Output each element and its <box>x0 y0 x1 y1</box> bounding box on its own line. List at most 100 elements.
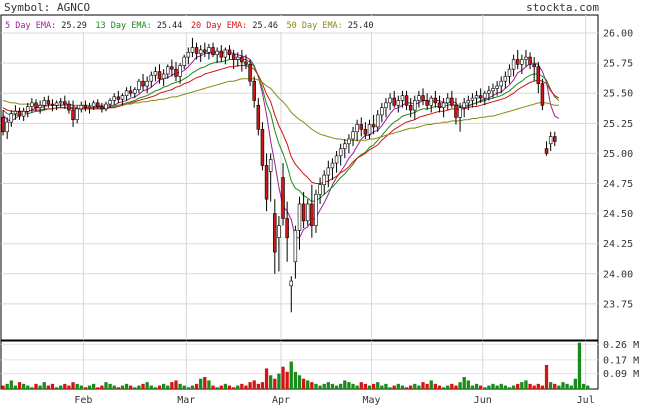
volume-bar <box>281 366 285 389</box>
price-tick-label: 24.00 <box>603 269 633 280</box>
ema-line <box>2 78 559 141</box>
candle-body <box>133 89 137 94</box>
volume-bar <box>240 383 244 389</box>
volume-bar <box>96 387 100 389</box>
candle-body <box>83 104 88 108</box>
candle-body <box>503 76 508 82</box>
volume-bar <box>227 385 232 389</box>
candle-body <box>240 56 244 63</box>
candle-body <box>174 68 178 77</box>
volume-bar <box>400 385 405 389</box>
volume-bar <box>306 380 310 389</box>
volume-bar <box>219 385 223 389</box>
ema-line <box>2 51 560 239</box>
candle-body <box>161 73 166 80</box>
candle-body <box>450 97 454 106</box>
volume-bar <box>544 365 549 389</box>
volume-bar <box>91 383 96 389</box>
candle-body <box>380 107 384 116</box>
candle-body <box>478 95 483 99</box>
candle-body <box>96 102 100 107</box>
candle-body <box>310 203 314 226</box>
candle-body <box>42 100 46 106</box>
candle-body <box>524 56 528 60</box>
candle-body <box>75 108 79 121</box>
month-tick-label: Feb <box>74 395 92 406</box>
volume-bar <box>223 383 228 389</box>
volume-bar <box>421 382 425 389</box>
candle-body <box>137 80 141 90</box>
volume-bar <box>520 382 524 389</box>
candle-body <box>244 61 248 65</box>
volume-bar <box>211 385 215 389</box>
candle-body <box>285 218 289 238</box>
price-axis: 26.00 25.75 25.50 25.25 25.00 24.75 24.50 24.25… <box>603 29 633 311</box>
candle-body <box>421 95 425 101</box>
volume-bar <box>446 385 450 389</box>
volume-bar <box>277 373 281 389</box>
volume-bar <box>454 385 458 389</box>
volume-bar <box>491 383 495 389</box>
legend-entry-value: 25.40 <box>348 21 374 31</box>
volume-bar <box>318 385 322 389</box>
volume-bar <box>244 385 248 389</box>
month-tick-label: May <box>363 395 381 406</box>
candle-body <box>198 49 203 54</box>
volume-bar <box>54 387 59 389</box>
volume-bar <box>581 383 586 389</box>
candle-body <box>58 101 63 104</box>
volume-bar <box>549 382 553 389</box>
candle-body <box>5 121 9 133</box>
candle-body <box>441 102 446 108</box>
candle-body <box>499 80 503 87</box>
candle-body <box>536 66 541 84</box>
candle-body <box>322 174 326 186</box>
candle-body <box>388 97 392 104</box>
candle-body <box>297 203 302 231</box>
volume-bar <box>34 383 38 389</box>
price-tick-label: 25.50 <box>603 89 633 100</box>
candle-body <box>301 203 306 222</box>
volume-bar <box>380 385 384 389</box>
volume-bar <box>129 385 133 389</box>
volume-axis: 0.26 M 0.17 M 0.09 M <box>603 340 639 380</box>
candle-body <box>223 49 228 58</box>
volume-bar <box>120 385 125 389</box>
candle-body <box>21 110 26 117</box>
price-tick-label: 25.75 <box>603 59 633 70</box>
candle-body <box>511 59 516 70</box>
volume-bar <box>256 383 260 389</box>
candle-body <box>120 95 125 100</box>
legend-entry-name: 20 Day EMA: <box>191 21 252 31</box>
price-tick-label: 24.75 <box>603 179 633 190</box>
volume-bar <box>334 385 339 389</box>
candle-body <box>318 184 322 195</box>
grid-lines <box>1 15 598 389</box>
volume-tick-label: 0.09 M <box>603 369 639 380</box>
candle-body <box>462 102 466 108</box>
volume-bar <box>351 383 355 389</box>
volume-bar <box>273 378 277 389</box>
candle-body <box>268 159 273 172</box>
candle-body <box>277 225 281 238</box>
ema-line <box>2 65 560 184</box>
candle-body <box>203 49 207 53</box>
candle-body <box>417 95 421 101</box>
volume-bar <box>371 383 376 389</box>
volume-bar <box>260 382 265 389</box>
month-tick-label: Mar <box>177 395 195 406</box>
brand-label: stockta.com <box>526 1 599 14</box>
volume-bar <box>413 383 417 389</box>
candle-body <box>281 177 285 219</box>
candle-body <box>128 90 133 94</box>
volume-bar <box>178 383 182 389</box>
volume-bar <box>46 385 50 389</box>
candle-body <box>392 97 396 106</box>
volume-bar <box>367 385 372 389</box>
candle-body <box>79 104 84 110</box>
volume-bar <box>289 361 293 389</box>
date-axis: Feb Mar Apr May Jun Jul <box>74 395 594 406</box>
volume-bar <box>203 377 207 389</box>
candle-body <box>483 92 487 99</box>
volume-bar <box>437 385 442 389</box>
